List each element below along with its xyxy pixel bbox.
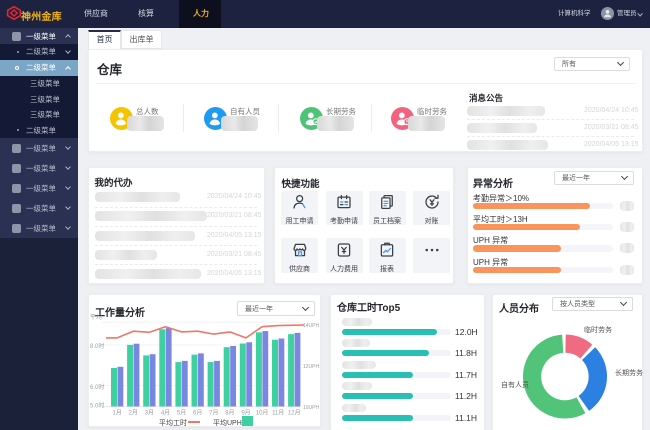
svg-text:12UPH: 12UPH: [303, 364, 320, 370]
svg-text:11月: 11月: [272, 409, 284, 416]
svg-text:9月: 9月: [241, 409, 250, 416]
svg-text:平均: 平均: [90, 313, 102, 321]
svg-text:8月: 8月: [225, 409, 234, 416]
svg-text:3月: 3月: [145, 409, 154, 416]
svg-text:12月: 12月: [288, 409, 301, 416]
svg-text:6月: 6月: [193, 409, 202, 416]
svg-text:2月: 2月: [129, 409, 138, 416]
svg-text:5月: 5月: [177, 409, 186, 416]
svg-text:7月: 7月: [209, 409, 218, 416]
svg-text:8.0时: 8.0时: [90, 342, 104, 350]
svg-text:5.0时: 5.0时: [90, 402, 104, 410]
svg-text:14UPH: 14UPH: [303, 323, 320, 329]
svg-text:4月: 4月: [161, 409, 170, 416]
svg-text:1月: 1月: [113, 409, 122, 416]
svg-text:10UPH: 10UPH: [303, 405, 320, 411]
svg-text:10月: 10月: [256, 409, 269, 416]
svg-text:6.0时: 6.0时: [90, 383, 104, 391]
